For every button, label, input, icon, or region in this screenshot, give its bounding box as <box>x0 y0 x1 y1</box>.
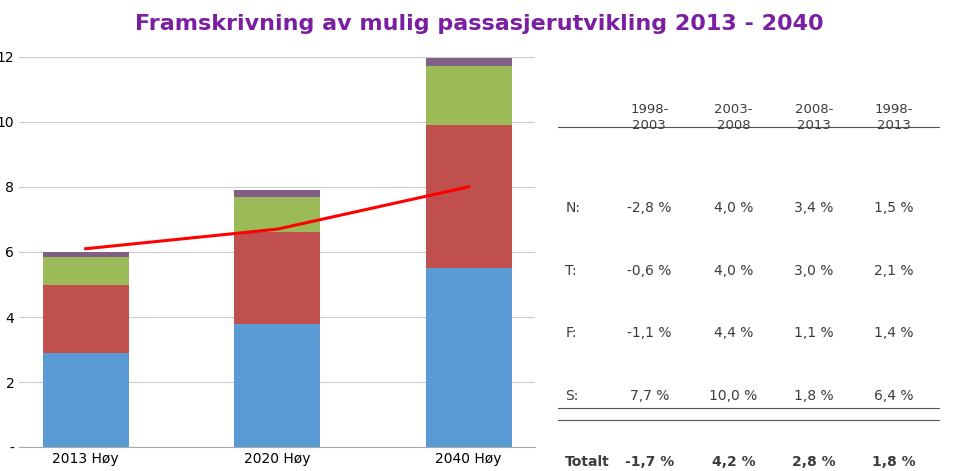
Text: 1,5 %: 1,5 % <box>875 201 914 215</box>
Text: 4,0 %: 4,0 % <box>713 201 753 215</box>
Text: Framskrivning av mulig passasjerutvikling 2013 - 2040: Framskrivning av mulig passasjerutviklin… <box>135 14 824 34</box>
Text: 2,8 %: 2,8 % <box>792 455 835 469</box>
Bar <box>234 232 320 324</box>
Text: 4,4 %: 4,4 % <box>713 326 753 340</box>
Line: Lav totalt: Lav totalt <box>85 187 469 249</box>
Text: 2008-
2013: 2008- 2013 <box>794 104 832 132</box>
Bar <box>42 252 129 257</box>
Bar <box>42 257 129 284</box>
Bar <box>426 125 512 268</box>
Text: F:: F: <box>565 326 576 340</box>
Text: Totalt: Totalt <box>565 455 610 469</box>
Bar <box>234 196 320 233</box>
Text: 4,2 %: 4,2 % <box>712 455 756 469</box>
Text: 1,8 %: 1,8 % <box>794 389 833 403</box>
Text: -1,7 %: -1,7 % <box>624 455 674 469</box>
Text: -2,8 %: -2,8 % <box>627 201 671 215</box>
Lav totalt <box>271 227 283 232</box>
Text: -0,6 %: -0,6 % <box>627 264 671 278</box>
Bar <box>42 353 129 447</box>
Text: 7,7 %: 7,7 % <box>630 389 669 403</box>
Bar <box>426 66 512 125</box>
Text: 2,1 %: 2,1 % <box>875 264 914 278</box>
Bar <box>234 190 320 196</box>
Text: 3,0 %: 3,0 % <box>794 264 833 278</box>
Text: 3,4 %: 3,4 % <box>794 201 833 215</box>
Text: -1,1 %: -1,1 % <box>627 326 671 340</box>
Text: 1998-
2003: 1998- 2003 <box>630 104 668 132</box>
Text: 10,0 %: 10,0 % <box>710 389 758 403</box>
Text: 1,1 %: 1,1 % <box>794 326 833 340</box>
Text: 2003-
2008: 2003- 2008 <box>714 104 753 132</box>
Text: 4,0 %: 4,0 % <box>713 264 753 278</box>
Text: T:: T: <box>565 264 577 278</box>
Lav totalt <box>463 184 475 190</box>
Lav totalt <box>80 246 91 252</box>
Bar <box>42 284 129 353</box>
Text: 1,4 %: 1,4 % <box>875 326 914 340</box>
Text: 1,8 %: 1,8 % <box>872 455 916 469</box>
Bar <box>426 268 512 447</box>
Text: 6,4 %: 6,4 % <box>875 389 914 403</box>
Text: 1998-
2013: 1998- 2013 <box>875 104 913 132</box>
Bar <box>234 324 320 447</box>
Text: S:: S: <box>565 389 578 403</box>
Bar <box>426 58 512 66</box>
Text: N:: N: <box>565 201 580 215</box>
